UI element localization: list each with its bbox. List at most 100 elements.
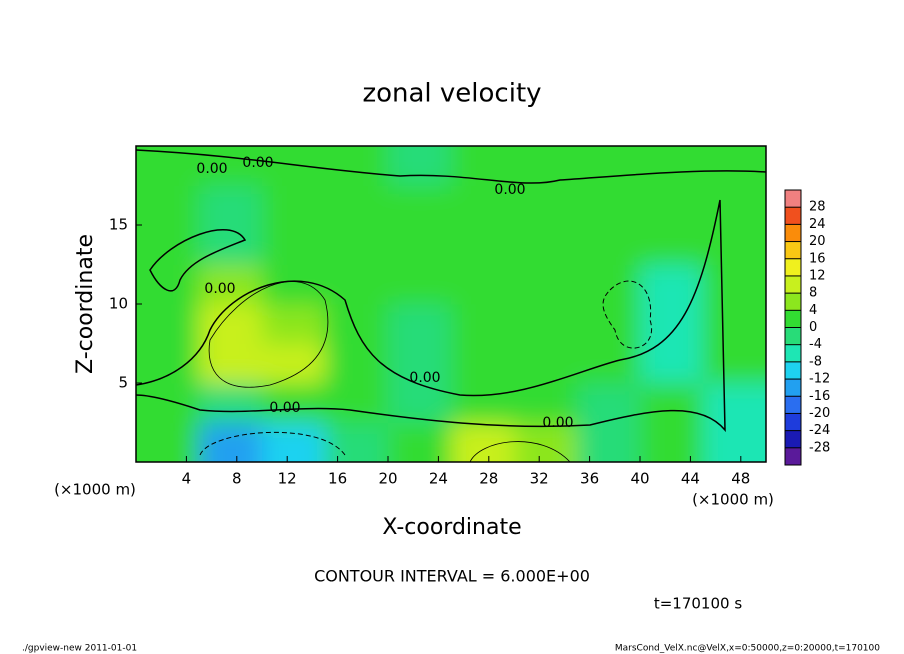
field-cell [325, 383, 389, 423]
field-cell [577, 225, 641, 265]
contour-interval: CONTOUR INTERVAL = 6.000E+00 [314, 567, 590, 586]
colorbar-label: -4 [809, 337, 822, 352]
field-cell [703, 146, 766, 186]
field-cell [199, 185, 263, 226]
contour-line [469, 441, 571, 462]
field-cell [703, 383, 766, 423]
field-cell [451, 383, 515, 423]
field-cell [136, 264, 200, 305]
field-cell [703, 304, 766, 344]
field-cell [451, 185, 515, 226]
colorbar-box [785, 430, 801, 448]
x-unit: (×1000 m) [692, 491, 774, 509]
colorbar-label: 28 [809, 200, 826, 215]
field [136, 146, 766, 462]
field-cell [514, 225, 578, 265]
contours-negative [199, 280, 653, 456]
colorbar-label: -12 [809, 372, 830, 387]
colorbar-box [785, 413, 801, 431]
field-cell [514, 146, 578, 186]
field-cell [388, 304, 452, 344]
field-cell [136, 185, 200, 226]
colorbar-box [785, 207, 801, 225]
field-cell [703, 422, 766, 462]
field-cell [136, 304, 200, 344]
colorbar-label: 8 [809, 286, 817, 301]
field-cell [199, 264, 263, 305]
x-axis-label: X-coordinate [382, 515, 521, 540]
field-cell [325, 422, 389, 462]
x-tick-label: 28 [479, 470, 498, 488]
colorbar-label: -20 [809, 406, 830, 421]
field-cell [388, 343, 452, 384]
field-cell [388, 422, 452, 462]
colorbar-label: -24 [809, 423, 830, 438]
x-tick-label: 36 [580, 470, 599, 488]
field-cell [640, 185, 704, 226]
colorbar-label: -28 [809, 440, 830, 455]
x-tick-label: 20 [378, 470, 397, 488]
field-cell [451, 304, 515, 344]
x-tick-label: 16 [328, 470, 347, 488]
field-cell [199, 304, 263, 344]
contour-label: 0.00 [409, 370, 440, 386]
colorbar-label: -8 [809, 354, 822, 369]
field-cell [640, 422, 704, 462]
field-cell [325, 264, 389, 305]
colorbar-label: 12 [809, 268, 826, 283]
contour-line [208, 281, 329, 388]
field-cell [577, 422, 641, 462]
field-cell [199, 343, 263, 384]
colorbar-box [785, 361, 801, 380]
field-cells [136, 146, 766, 462]
contour-label: 0.00 [494, 182, 525, 198]
x-tick-label: 32 [530, 470, 549, 488]
x-tick-label: 48 [731, 470, 750, 488]
y-tick-label: 15 [109, 216, 128, 234]
footer-left: ./gpview-new 2011-01-01 [22, 644, 137, 654]
colorbar-box [785, 447, 801, 465]
x-tick-label: 4 [182, 470, 192, 488]
contour-label: 0.00 [269, 400, 300, 416]
field-cell [703, 264, 766, 305]
field-cell [451, 343, 515, 384]
colorbar-box [785, 344, 801, 362]
x-tick-label: 12 [278, 470, 297, 488]
colorbar-box [785, 310, 801, 328]
field-cell [640, 225, 704, 265]
colorbar-box [785, 379, 801, 397]
y-tick-label: 5 [118, 374, 128, 392]
x-tick-label: 44 [681, 470, 700, 488]
x-unit: (×1000 m) [54, 481, 136, 499]
contours-positive [208, 281, 571, 462]
colorbar-box [785, 190, 801, 208]
field-cell [451, 225, 515, 265]
field-cell [136, 422, 200, 462]
field-cell [262, 343, 326, 384]
field-cell [199, 422, 263, 462]
colorbar-box [785, 241, 801, 259]
field-cell [199, 383, 263, 423]
field-cell [262, 225, 326, 265]
field-cell [136, 225, 200, 265]
field-cell [451, 264, 515, 305]
field-cell [325, 185, 389, 226]
colorbar-box [785, 293, 801, 311]
field-cell [262, 146, 326, 186]
field-cell [325, 225, 389, 265]
colorbar-label: 20 [809, 234, 826, 249]
field-cell [262, 422, 326, 462]
contour-label: 0.00 [196, 161, 227, 177]
colorbar-label: 16 [809, 251, 826, 266]
field-cell [262, 185, 326, 226]
field-cell [388, 225, 452, 265]
field-cell [451, 146, 515, 186]
field-cell [640, 383, 704, 423]
x-tick-label: 8 [232, 470, 242, 488]
field-cell [577, 383, 641, 423]
field-cell [703, 185, 766, 226]
field-cell [577, 304, 641, 344]
field-cell [136, 383, 200, 423]
field-cell [451, 422, 515, 462]
